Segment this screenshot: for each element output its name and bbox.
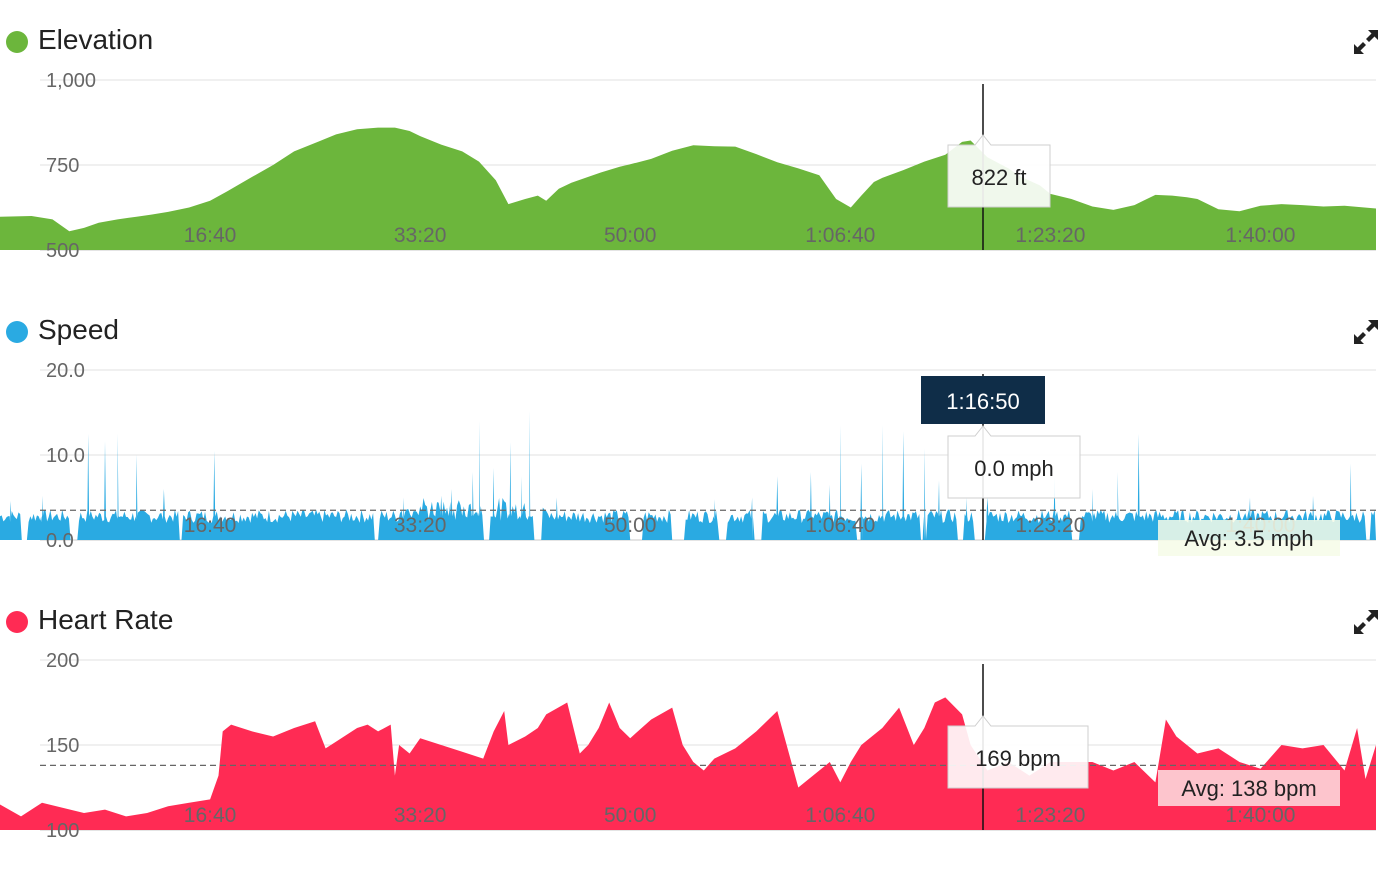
- tooltip-value: 169 bpm: [975, 746, 1061, 771]
- elevation-header: Elevation: [0, 0, 1390, 60]
- y-tick-label: 1,000: [46, 70, 96, 92]
- y-tick-label: 10.0: [46, 445, 85, 467]
- x-tick-label: 1:23:20: [1015, 514, 1085, 537]
- speed-panel: Speed 20.0 10.0 0.0 16:40 33:20 50:00 1:06:40 1…: [0, 290, 1390, 580]
- tooltip-box: [947, 425, 1081, 499]
- heart-rate-chart[interactable]: 200 150 100 16:40 33:20 50:00 1:06:40 1:23:20 1:…: [0, 580, 1390, 842]
- x-tick-label: 50:00: [604, 514, 657, 537]
- y-tick-label: 200: [46, 650, 79, 672]
- average-label-bg: [1158, 770, 1340, 806]
- heart-rate-legend-dot: [6, 611, 28, 633]
- elevation-legend-dot: [6, 31, 28, 53]
- y-tick-label: 150: [46, 735, 79, 757]
- expand-arrows-icon[interactable]: [1352, 608, 1380, 636]
- x-tick-label: 16:40: [184, 224, 237, 247]
- expand-arrows-icon[interactable]: [1352, 28, 1380, 56]
- average-label: Avg: 138 bpm: [1181, 776, 1316, 801]
- y-tick-label: 20.0: [46, 360, 85, 382]
- x-tick-label: 50:00: [604, 224, 657, 247]
- y-tick-label: 750: [46, 155, 79, 177]
- speed-chart[interactable]: 20.0 10.0 0.0 16:40 33:20 50:00 1:06:40 1:23:20…: [0, 290, 1390, 580]
- y-tick-label: 100: [46, 820, 79, 842]
- heart-rate-header: Heart Rate: [0, 580, 1390, 640]
- elevation-chart[interactable]: 1,000 750 500 16:40 33:20 50:00 1:06:40 1:23:20…: [0, 0, 1390, 290]
- heart_rate-area: [0, 697, 1376, 830]
- speed-header: Speed: [0, 290, 1390, 350]
- speed-legend-dot: [6, 321, 28, 343]
- average-label: Avg: 3.5 mph: [1184, 526, 1313, 551]
- heart-rate-panel: Heart Rate 200 150 100 16:40 33:20 50:00 1:06:…: [0, 580, 1390, 870]
- tooltip-value: 822 ft: [971, 165, 1026, 190]
- x-tick-label: 50:00: [604, 804, 657, 827]
- tooltip-box: [947, 715, 1089, 789]
- elevation-area: [0, 127, 1376, 250]
- y-tick-label: 0.0: [46, 530, 74, 552]
- x-tick-label: 1:06:40: [805, 224, 875, 247]
- average-label-bg: [1158, 520, 1340, 556]
- x-tick-label: 1:06:40: [805, 804, 875, 827]
- x-tick-label: 1:06:40: [805, 514, 875, 537]
- tooltip-box: [947, 134, 1051, 208]
- x-tick-label: 1:40:00: [1225, 224, 1295, 247]
- x-tick-label: 16:40: [184, 804, 237, 827]
- elevation-panel: Elevation 1,000 750 500 16:40 33:20 50:00 1:06…: [0, 0, 1390, 290]
- heart-rate-title: Heart Rate: [38, 604, 174, 635]
- x-tick-label: 1:23:20: [1015, 224, 1085, 247]
- cursor-time-badge: [921, 376, 1045, 424]
- y-tick-label: 500: [46, 240, 79, 262]
- x-tick-label: 33:20: [394, 804, 447, 827]
- elevation-title: Elevation: [38, 24, 154, 55]
- x-tick-label: 33:20: [394, 224, 447, 247]
- speed-title: Speed: [38, 314, 119, 345]
- x-tick-label: 1:23:20: [1015, 804, 1085, 827]
- x-tick-label: 33:20: [394, 514, 447, 537]
- tooltip-value: 0.0 mph: [974, 456, 1054, 481]
- cursor-time-label: 1:16:50: [946, 389, 1019, 414]
- expand-arrows-icon[interactable]: [1352, 318, 1380, 346]
- x-tick-label: 16:40: [184, 514, 237, 537]
- x-tick-label: 1:40:00: [1225, 804, 1295, 827]
